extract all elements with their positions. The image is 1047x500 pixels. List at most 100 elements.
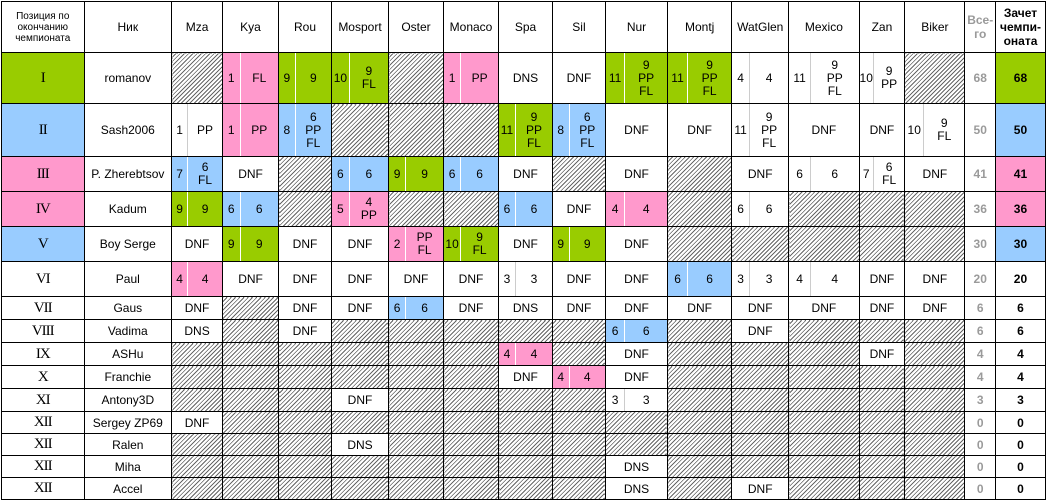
no-start-cell <box>551 342 606 366</box>
no-start-cell <box>171 455 224 478</box>
track-header: Oster <box>388 1 445 53</box>
result-cell: DNF <box>330 261 390 297</box>
result-cell: DNF <box>858 261 906 297</box>
no-start-cell <box>667 191 733 227</box>
no-start-cell <box>171 388 224 412</box>
result-cell: DNF <box>388 261 445 297</box>
table-row: XII Sergey ZP69 DNF 0 0 <box>1 411 1047 434</box>
no-start-cell <box>388 433 445 456</box>
no-start-cell <box>330 411 390 434</box>
total-cell: 68 <box>964 52 996 104</box>
result-cell: DNS <box>330 433 390 456</box>
track-header: Mza <box>171 1 224 53</box>
position-cell: VI <box>1 261 85 297</box>
result-cell: DNF <box>278 226 332 262</box>
no-start-cell <box>667 226 733 262</box>
no-start-cell <box>858 319 906 343</box>
no-start-cell <box>278 365 332 389</box>
no-start-cell <box>388 411 445 434</box>
championship-cell: 50 <box>994 103 1047 157</box>
points-value: 4 <box>831 271 839 286</box>
nick-header: Ник <box>83 1 173 53</box>
track-header: Sil <box>551 1 606 53</box>
no-start-cell <box>788 191 860 227</box>
no-start-cell <box>731 365 790 389</box>
place-value: 7 <box>860 157 874 191</box>
no-start-cell <box>443 319 500 343</box>
no-start-cell <box>788 388 860 412</box>
no-start-cell <box>788 226 860 262</box>
no-start-cell <box>904 388 966 412</box>
result-cell: DNF <box>551 261 606 297</box>
no-start-cell <box>667 388 733 412</box>
result-cell: DNF <box>278 319 332 343</box>
place-value: 9 <box>173 192 189 226</box>
points-value: 6 <box>642 323 650 338</box>
points-value: 9 PP FL <box>761 109 778 150</box>
points-value: PP <box>197 122 214 137</box>
place-value: 6 <box>606 320 626 342</box>
no-start-cell <box>667 455 733 478</box>
no-start-cell <box>604 433 669 456</box>
place-value: 4 <box>500 343 516 365</box>
place-value: 4 <box>733 53 751 103</box>
no-start-cell <box>604 411 669 434</box>
place-value: 11 <box>669 53 688 103</box>
no-start-cell <box>171 52 224 104</box>
no-start-cell <box>388 52 445 104</box>
no-start-cell <box>443 388 500 412</box>
table-row: IX ASHu 4 4 DNF DNF 4 4 <box>1 342 1047 366</box>
result-cell: DNF <box>731 319 790 343</box>
points-value: 6 <box>255 201 263 216</box>
no-start-cell <box>904 52 966 104</box>
no-start-cell <box>858 411 906 434</box>
points-value: 6 <box>365 166 373 181</box>
place-value: 1 <box>173 104 189 156</box>
result-cell: 11 9 PP FL <box>788 52 860 104</box>
result-cell: DNS <box>498 52 553 104</box>
total-cell: 6 <box>964 319 996 343</box>
place-value: 8 <box>280 104 296 156</box>
result-cell: DNF <box>667 296 733 320</box>
total-cell: 4 <box>964 342 996 366</box>
total-cell: 4 <box>964 365 996 389</box>
points-value: 9 PP FL <box>826 57 843 98</box>
place-value: 11 <box>500 104 516 156</box>
position-cell: I <box>1 52 85 104</box>
no-start-cell <box>278 455 332 478</box>
no-start-cell <box>278 191 332 227</box>
no-start-cell <box>731 226 790 262</box>
no-start-cell <box>443 342 500 366</box>
no-start-cell <box>551 455 606 478</box>
place-value: 7 <box>173 157 189 191</box>
points-value: 6 PP FL <box>305 109 322 150</box>
points-value: 9 PP FL <box>638 57 655 98</box>
points-value: PP <box>471 70 488 85</box>
no-start-cell <box>443 433 500 456</box>
total-cell: 6 <box>964 296 996 320</box>
place-value: 6 <box>445 157 462 191</box>
no-start-cell <box>858 191 906 227</box>
points-value: 3 <box>642 392 650 407</box>
no-start-cell <box>551 388 606 412</box>
no-start-cell <box>388 455 445 478</box>
no-start-cell <box>171 342 224 366</box>
nick-cell: Sergey ZP69 <box>83 411 173 434</box>
no-start-cell <box>222 342 280 366</box>
no-start-cell <box>904 319 966 343</box>
position-cell: VIII <box>1 319 85 343</box>
table-row: II Sash2006 1 PP 1 PP 8 6 PP FL 11 9 PP FL 8 6 PP F… <box>1 103 1047 157</box>
no-start-cell <box>443 455 500 478</box>
table-row: IV Kadum 9 9 6 6 5 4 PP 6 6 DNF 4 4 6 6 36 36 <box>1 191 1047 227</box>
championship-cell: 36 <box>994 191 1047 227</box>
place-value: 4 <box>790 262 812 296</box>
no-start-cell <box>731 433 790 456</box>
place-value: 4 <box>553 366 570 388</box>
championship-cell: 0 <box>994 455 1047 478</box>
track-header: Mosport <box>330 1 390 53</box>
no-start-cell <box>330 365 390 389</box>
points-value: 9 FL <box>937 116 952 143</box>
